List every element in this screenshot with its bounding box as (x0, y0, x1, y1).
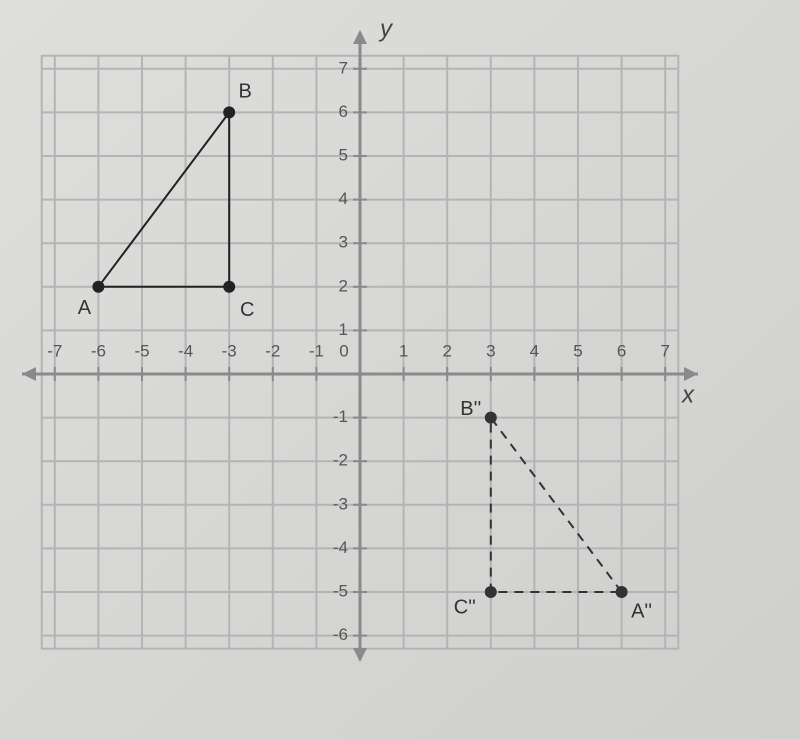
x-tick-label: -1 (309, 341, 324, 360)
y-tick-label: -5 (333, 581, 348, 600)
x-tick-label: 6 (617, 341, 626, 360)
vertex (92, 280, 105, 293)
y-axis-label: y (378, 15, 394, 42)
y-tick-label: -2 (333, 451, 348, 470)
vertex-label: C'' (454, 596, 476, 618)
y-tick-label: 3 (339, 233, 348, 252)
vertex-label: B (239, 81, 252, 103)
x-tick-label: 4 (530, 341, 539, 360)
x-tick-label: 0 (339, 341, 348, 360)
vertex-label: B'' (460, 398, 481, 420)
x-tick-label: -5 (134, 341, 149, 360)
vertex-label: A'' (631, 600, 652, 622)
x-tick-label: 7 (660, 341, 669, 360)
x-tick-label: 1 (399, 341, 408, 360)
vertex (615, 586, 628, 598)
y-tick-label: 5 (339, 145, 348, 164)
y-tick-label: 1 (339, 320, 348, 339)
x-tick-label: -6 (91, 341, 106, 360)
y-tick-label: -4 (333, 538, 348, 557)
vertex-label: C (240, 299, 254, 321)
y-tick-label: -3 (333, 494, 348, 513)
x-tick-label: 3 (486, 341, 495, 360)
vertex-label: A (78, 297, 92, 319)
y-tick-label: -1 (333, 407, 348, 426)
triangle (489, 414, 624, 593)
x-axis-label: x (681, 381, 695, 408)
y-tick-label: -6 (333, 625, 348, 644)
x-tick-label: 5 (573, 341, 582, 360)
x-tick-label: -4 (178, 341, 193, 360)
y-tick-label: 6 (339, 102, 348, 121)
x-tick-label: -3 (222, 341, 237, 360)
x-tick-label: -2 (265, 341, 280, 360)
x-tick-label: 2 (442, 341, 451, 360)
y-tick-label: 2 (339, 276, 348, 295)
y-tick-label: 4 (339, 189, 348, 208)
vertex (223, 106, 236, 119)
vertex (484, 411, 497, 424)
x-tick-label: -7 (47, 341, 62, 360)
triangle (96, 109, 231, 288)
vertex (484, 586, 497, 598)
y-tick-label: 7 (339, 58, 348, 77)
vertex (223, 280, 236, 293)
